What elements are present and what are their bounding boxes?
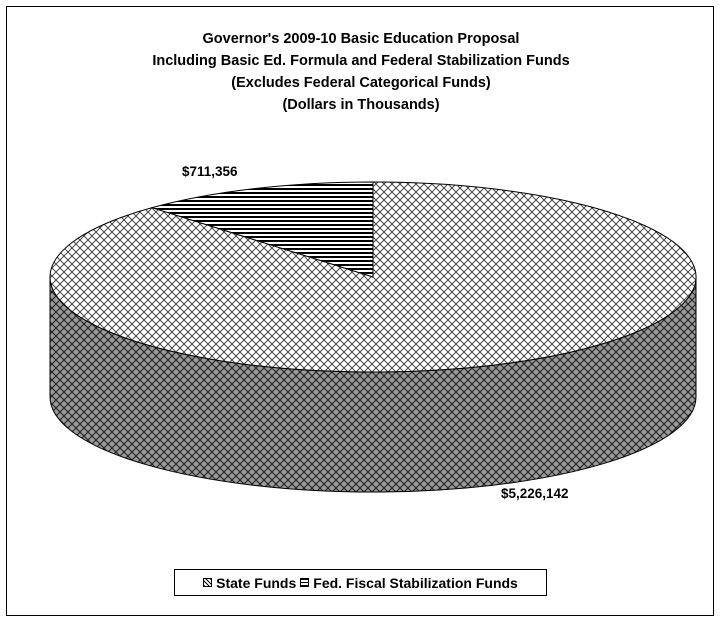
legend: State Funds Fed. Fiscal Stabilization Fu… — [174, 569, 547, 596]
fed-funds-swatch-icon — [300, 578, 310, 587]
title-line-4: (Dollars in Thousands) — [282, 97, 440, 113]
state-funds-swatch-icon — [203, 578, 213, 587]
legend-label-fed-stabilization: Fed. Fiscal Stabilization Funds — [313, 574, 518, 591]
title-line-2: Including Basic Ed. Formula and Federal … — [152, 53, 570, 69]
legend-item-fed-stabilization: Fed. Fiscal Stabilization Funds — [300, 575, 518, 591]
title-line-3: (Excludes Federal Categorical Funds) — [231, 75, 491, 91]
data-label-fed-stabilization: $711,356 — [182, 164, 238, 179]
legend-item-state-funds: State Funds — [203, 575, 296, 591]
pie-slice-fed-stabilization — [150, 181, 374, 278]
title-line-1: Governor's 2009-10 Basic Education Propo… — [202, 31, 520, 47]
data-label-state-funds: $5,226,142 — [501, 486, 569, 501]
chart-title: Governor's 2009-10 Basic Education Propo… — [0, 28, 722, 116]
legend-label-state-funds: State Funds — [216, 574, 297, 591]
